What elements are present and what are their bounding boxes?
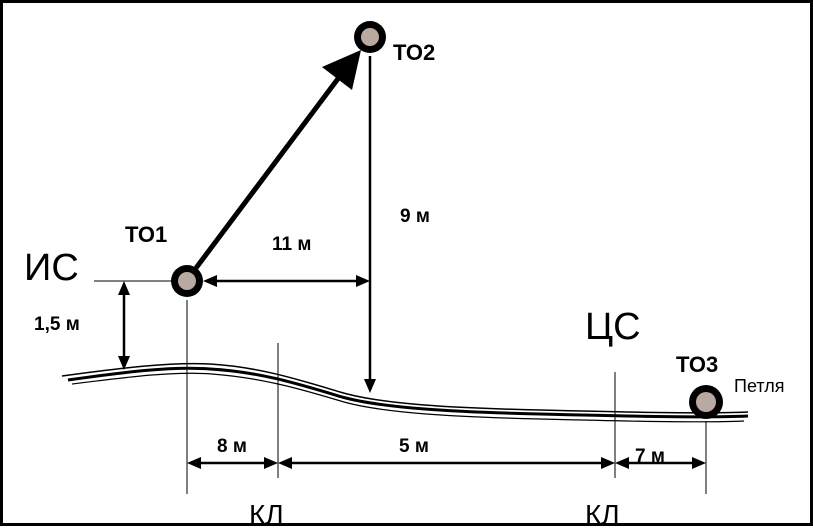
point-to1-label: ТО1 (125, 222, 167, 247)
target-station-label: ЦС (585, 306, 641, 348)
bottom-dimension-right (615, 457, 706, 469)
instrument-station-label: ИС (24, 247, 79, 289)
point-to2-label: ТО2 (393, 40, 435, 65)
bottom-right-distance-label: 7 м (635, 446, 665, 467)
break-left-label: КЛ (249, 499, 284, 526)
horizontal-dimension (203, 275, 370, 287)
terrain-profile (61, 362, 749, 423)
bottom-dimension-left (187, 457, 278, 469)
horizontal-distance-label: 11 м (272, 234, 311, 255)
height-dimension (118, 281, 130, 370)
bottom-dimension-middle (278, 457, 615, 469)
point-to3-label: ТО3 (676, 352, 718, 377)
bottom-left-distance-label: 8 м (217, 436, 247, 457)
height-label: 1,5 м (34, 314, 80, 335)
loop-label: Петля (734, 376, 784, 396)
point-to3-marker (689, 385, 723, 419)
sight-arrow (194, 50, 361, 270)
break-right-label: КЛ (585, 499, 620, 526)
point-to1-marker (171, 265, 203, 297)
vertical-dimension (364, 56, 376, 393)
point-to2-marker (354, 21, 386, 53)
bottom-middle-distance-label: 5 м (399, 436, 429, 457)
vertical-distance-label: 9 м (400, 206, 430, 227)
